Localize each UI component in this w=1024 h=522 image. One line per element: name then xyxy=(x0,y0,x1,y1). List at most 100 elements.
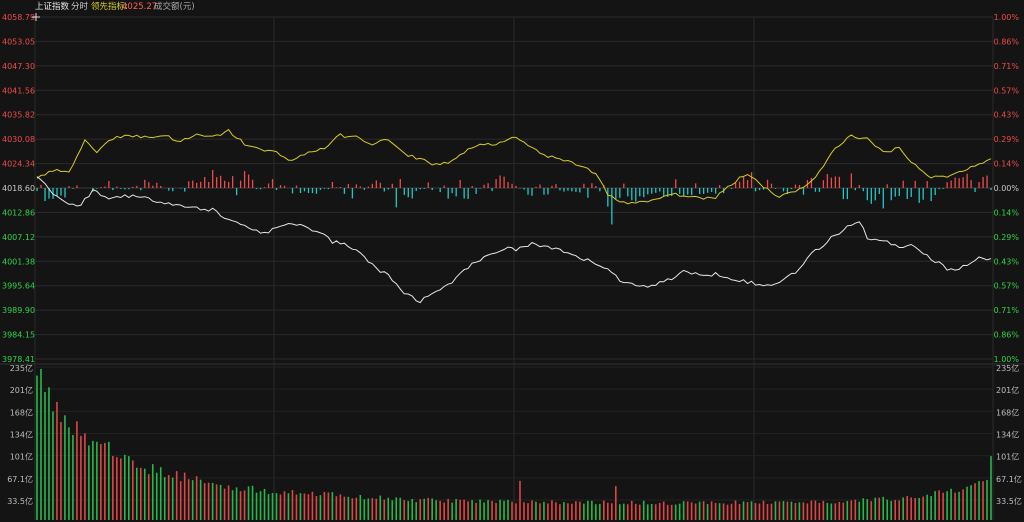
volume-bar xyxy=(778,501,781,520)
volume-bar xyxy=(603,500,605,520)
breadth-bar xyxy=(651,188,653,194)
mode-tab[interactable]: 分时 xyxy=(71,2,89,12)
breadth-bar xyxy=(515,185,517,188)
volume-bar xyxy=(966,486,968,520)
breadth-bar xyxy=(575,188,577,192)
y-tick-left: 4007.12 xyxy=(2,233,35,242)
volume-bar xyxy=(159,467,162,520)
volume-bar xyxy=(379,495,382,520)
breadth-bar xyxy=(786,188,789,195)
volume-bar xyxy=(375,498,378,520)
volume-bars xyxy=(36,368,992,520)
volume-bar xyxy=(722,503,725,520)
volume-bar xyxy=(239,491,242,520)
breadth-bar xyxy=(367,186,370,188)
breadth-bar xyxy=(96,188,98,189)
volume-bar xyxy=(391,500,394,520)
breadth-bar xyxy=(108,180,110,188)
breadth-bar xyxy=(323,188,326,189)
y-tick-left: 3978.41 xyxy=(2,355,35,364)
breadth-bar xyxy=(379,182,381,188)
volume-bar xyxy=(471,500,473,520)
volume-bar xyxy=(682,501,685,520)
volume-bar xyxy=(147,474,150,520)
volume-bar xyxy=(447,498,449,520)
breadth-bar xyxy=(184,188,186,192)
volume-bar xyxy=(610,503,613,520)
breadth-bar xyxy=(826,174,829,188)
volume-bar xyxy=(794,503,797,520)
breadth-bar xyxy=(363,188,366,190)
breadth-bar xyxy=(283,185,286,188)
volume-bar xyxy=(854,499,857,520)
volume-bar xyxy=(299,493,302,520)
breadth-bar xyxy=(958,178,960,188)
volume-bar xyxy=(263,488,266,520)
breadth-bar xyxy=(391,183,393,188)
volume-bar xyxy=(179,481,182,520)
volume-bar xyxy=(614,486,617,520)
volume-bar xyxy=(694,503,697,520)
chart-header: 上证指数 分时 领先指标: 4025.27 成交额(元) xyxy=(0,0,1024,14)
volume-bar xyxy=(730,503,733,520)
volume-bar xyxy=(116,457,118,520)
breadth-bar xyxy=(196,182,198,188)
breadth-bar xyxy=(982,176,984,188)
breadth-bar xyxy=(627,188,629,197)
volume-bar xyxy=(595,504,597,520)
breadth-bar xyxy=(695,183,697,188)
volume-bar xyxy=(76,421,78,520)
breadth-bar xyxy=(371,183,373,188)
volume-bar xyxy=(974,483,976,520)
breadth-bar xyxy=(132,186,134,188)
volume-bar xyxy=(882,496,885,520)
volume-bar xyxy=(347,496,350,520)
volume-bar xyxy=(798,502,801,520)
index-name[interactable]: 上证指数 xyxy=(35,2,70,12)
volume-bar xyxy=(726,504,729,520)
breadth-bar xyxy=(303,188,306,192)
volume-bar xyxy=(355,497,358,520)
breadth-bar xyxy=(112,188,114,191)
volume-bar xyxy=(543,501,545,520)
breadth-bar xyxy=(974,188,976,192)
breadth-bar xyxy=(587,188,589,198)
y-tick-right: 0.86% xyxy=(994,37,1020,46)
volume-bar xyxy=(970,485,972,520)
volume-bar xyxy=(630,500,633,520)
volume-bar xyxy=(60,421,62,520)
volume-bar xyxy=(982,481,984,520)
breadth-bar xyxy=(200,181,202,188)
breadth-bar xyxy=(814,188,817,192)
breadth-bar xyxy=(503,176,505,188)
volume-bar xyxy=(762,500,765,520)
volume-bar xyxy=(902,497,904,520)
volume-bar xyxy=(535,501,537,520)
volume-bar xyxy=(467,501,469,520)
breadth-bar xyxy=(926,181,928,188)
breadth-bar xyxy=(659,188,661,192)
breadth-bar xyxy=(383,188,385,192)
y-tick-right: 0.57% xyxy=(994,282,1020,291)
volume-bar xyxy=(431,498,433,520)
volume-bar xyxy=(475,502,477,520)
y-tick-right: 0.43% xyxy=(994,111,1020,120)
breadth-bar xyxy=(675,179,677,188)
volume-bar xyxy=(547,503,549,520)
volume-bar xyxy=(958,491,960,520)
volume-bar xyxy=(96,441,98,520)
breadth-bar xyxy=(730,188,733,189)
breadth-bar xyxy=(431,188,433,190)
breadth-bar xyxy=(838,176,841,188)
volume-bar xyxy=(491,500,493,520)
volume-bar xyxy=(734,500,737,520)
breadth-bar xyxy=(224,180,226,188)
volume-bar xyxy=(511,501,513,520)
volume-tick-right: 134亿 xyxy=(996,430,1019,440)
volume-label[interactable]: 成交额(元) xyxy=(154,2,195,12)
volume-tick-left: 67.1亿 xyxy=(7,474,33,484)
breadth-bar xyxy=(818,188,821,192)
volume-bar xyxy=(171,477,174,520)
y-tick-right: 0.29% xyxy=(994,233,1020,242)
